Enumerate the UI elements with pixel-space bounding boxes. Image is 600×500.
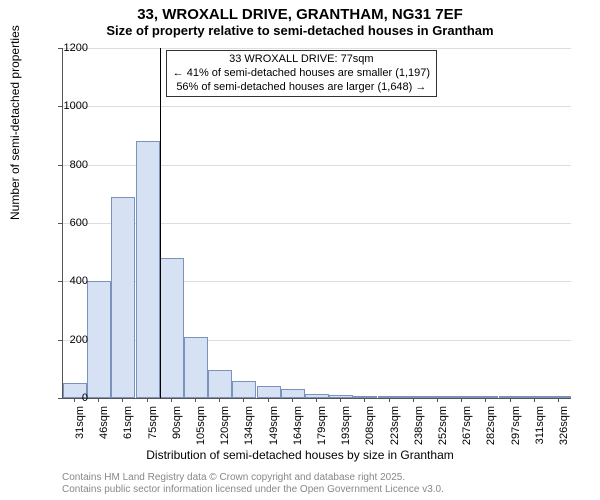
histogram-bar [305, 394, 329, 398]
y-tick-mark [58, 165, 62, 166]
x-axis-label: Distribution of semi-detached houses by … [0, 448, 600, 462]
histogram-bar [353, 396, 377, 398]
histogram-bar [87, 281, 111, 398]
histogram-bar [378, 396, 402, 398]
x-tick-label: 149sqm [268, 406, 280, 446]
footer-attribution: Contains HM Land Registry data © Crown c… [62, 472, 444, 496]
histogram-bar [257, 386, 281, 398]
histogram-bar [547, 396, 571, 398]
footer-line-1: Contains HM Land Registry data © Crown c… [62, 472, 444, 484]
x-tick-mark [510, 398, 511, 402]
histogram-bar [523, 396, 547, 398]
x-tick-label: 267sqm [461, 406, 473, 446]
x-tick-label: 179sqm [316, 406, 328, 446]
histogram-bar [111, 197, 135, 398]
y-tick-label: 800 [48, 159, 88, 171]
x-tick-label: 297sqm [510, 406, 522, 446]
histogram-bar [208, 370, 232, 398]
x-tick-mark [437, 398, 438, 402]
y-axis-label: Number of semi-detached properties [8, 25, 22, 220]
x-tick-mark [219, 398, 220, 402]
y-tick-label: 1200 [48, 42, 88, 54]
y-tick-mark [58, 223, 62, 224]
histogram-bar [499, 396, 523, 398]
x-tick-label: 75sqm [147, 406, 159, 446]
x-tick-label: 238sqm [413, 406, 425, 446]
x-tick-label: 105sqm [195, 406, 207, 446]
annotation-box: 33 WROXALL DRIVE: 77sqm← 41% of semi-det… [166, 50, 437, 97]
x-tick-mark [74, 398, 75, 402]
x-tick-mark [243, 398, 244, 402]
histogram-bar [184, 337, 208, 398]
y-tick-mark [58, 48, 62, 49]
histogram-bar [450, 396, 474, 398]
x-tick-label: 31sqm [74, 406, 86, 446]
x-tick-label: 193sqm [340, 406, 352, 446]
histogram-bar [329, 395, 353, 398]
histogram-bar [160, 258, 184, 398]
chart-container: 33, WROXALL DRIVE, GRANTHAM, NG31 7EF Si… [0, 0, 600, 500]
x-tick-label: 46sqm [98, 406, 110, 446]
x-tick-label: 326sqm [558, 406, 570, 446]
x-tick-label: 164sqm [292, 406, 304, 446]
annotation-line: 56% of semi-detached houses are larger (… [173, 81, 430, 95]
x-tick-mark [122, 398, 123, 402]
x-tick-label: 252sqm [437, 406, 449, 446]
x-tick-mark [171, 398, 172, 402]
histogram-bar [402, 396, 426, 398]
histogram-bar [136, 141, 160, 398]
annotation-line: 33 WROXALL DRIVE: 77sqm [173, 53, 430, 67]
y-tick-label: 200 [48, 334, 88, 346]
x-tick-mark [340, 398, 341, 402]
x-tick-mark [316, 398, 317, 402]
gridline [63, 106, 571, 107]
y-tick-label: 400 [48, 275, 88, 287]
x-tick-label: 120sqm [219, 406, 231, 446]
y-tick-mark [58, 281, 62, 282]
y-tick-mark [58, 340, 62, 341]
y-tick-label: 1000 [48, 100, 88, 112]
chart-subtitle: Size of property relative to semi-detach… [0, 23, 600, 42]
y-tick-label: 600 [48, 217, 88, 229]
x-tick-mark [292, 398, 293, 402]
annotation-line: ← 41% of semi-detached houses are smalle… [173, 67, 430, 81]
plot-area: 33 WROXALL DRIVE: 77sqm← 41% of semi-det… [62, 48, 571, 399]
y-tick-mark [58, 398, 62, 399]
x-tick-mark [558, 398, 559, 402]
x-tick-label: 61sqm [122, 406, 134, 446]
x-tick-mark [147, 398, 148, 402]
y-tick-label: 0 [48, 392, 88, 404]
histogram-bar [474, 396, 498, 398]
histogram-bar [281, 389, 305, 398]
histogram-bar [232, 381, 256, 399]
property-marker-line [160, 48, 161, 398]
histogram-bar [426, 396, 450, 398]
x-tick-mark [268, 398, 269, 402]
x-tick-label: 208sqm [364, 406, 376, 446]
x-tick-label: 223sqm [389, 406, 401, 446]
x-tick-mark [389, 398, 390, 402]
x-tick-label: 134sqm [243, 406, 255, 446]
x-tick-mark [195, 398, 196, 402]
x-tick-label: 311sqm [534, 406, 546, 446]
footer-line-2: Contains public sector information licen… [62, 484, 444, 496]
gridline [63, 48, 571, 49]
x-tick-label: 90sqm [171, 406, 183, 446]
y-tick-mark [58, 106, 62, 107]
x-tick-label: 282sqm [485, 406, 497, 446]
x-tick-mark [364, 398, 365, 402]
x-tick-mark [98, 398, 99, 402]
x-tick-mark [534, 398, 535, 402]
x-tick-mark [413, 398, 414, 402]
x-tick-mark [485, 398, 486, 402]
chart-title: 33, WROXALL DRIVE, GRANTHAM, NG31 7EF [0, 0, 600, 23]
x-tick-mark [461, 398, 462, 402]
